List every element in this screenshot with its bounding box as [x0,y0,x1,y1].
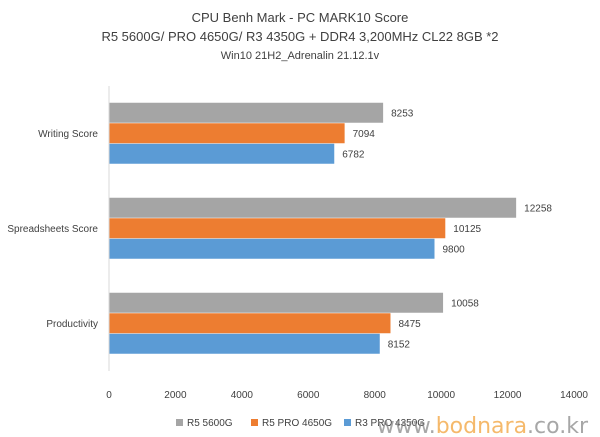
legend: R5 5600G R5 PRO 4650G R3 PRO 4350G [176,418,425,429]
bar [109,292,444,313]
category-label: Spreadsheets Score [7,224,98,235]
chart-subtitle-2: Win10 21H2_Adrenalin 21.12.1v [221,50,380,62]
legend-swatch [176,419,183,426]
data-label: 9800 [443,245,466,256]
legend-label: R5 PRO 4650G [262,418,332,429]
x-tick-label: 6000 [297,390,320,401]
legend-swatch [251,419,258,426]
x-tick-label: 2000 [164,390,187,401]
x-tick-label: 14000 [560,390,588,401]
bar [109,238,435,259]
bar [109,197,517,218]
watermark-brand: bodnara [436,414,527,437]
svg-text:www.bodnara.co.kr: www.bodnara.co.kr [377,414,589,437]
bar [109,143,335,164]
x-tick-label: 4000 [231,390,254,401]
data-label: 8253 [391,109,414,120]
legend-label: R5 5600G [187,418,233,429]
watermark-prefix: www. [377,414,436,437]
x-tick-label: 0 [106,390,112,401]
data-label: 8475 [398,319,421,330]
x-tick-label: 10000 [427,390,455,401]
x-tick-label: 8000 [364,390,387,401]
data-label: 12258 [524,204,552,215]
category-label: Productivity [46,319,98,330]
watermark: www.bodnara.co.kr [377,414,589,437]
watermark-suffix: .co.kr [527,414,589,437]
bar [109,102,384,123]
chart-title: CPU Benh Mark - PC MARK10 Score [192,10,409,25]
x-tick-label: 12000 [494,390,522,401]
legend-swatch [344,419,351,426]
bar [109,123,345,144]
bar [109,313,391,334]
bar [109,333,380,354]
x-axis-ticks: 0 2000 4000 6000 8000 10000 12000 14000 [106,390,588,401]
data-label: 8152 [388,340,411,351]
category-label: Writing Score [38,129,98,140]
data-label: 10125 [453,224,481,235]
data-label: 7094 [353,129,376,140]
data-label: 10058 [451,299,479,310]
data-label: 6782 [342,150,365,161]
chart-subtitle: R5 5600G/ PRO 4650G/ R3 4350G + DDR4 3,2… [101,29,498,44]
bar [109,218,446,239]
legend-label: R3 PRO 4350G [355,418,425,429]
bars-group: 8253 7094 6782 12258 10125 9800 10058 8475 8152 [109,102,552,354]
category-labels: Writing Score Spreadsheets Score Productiv… [7,129,98,330]
